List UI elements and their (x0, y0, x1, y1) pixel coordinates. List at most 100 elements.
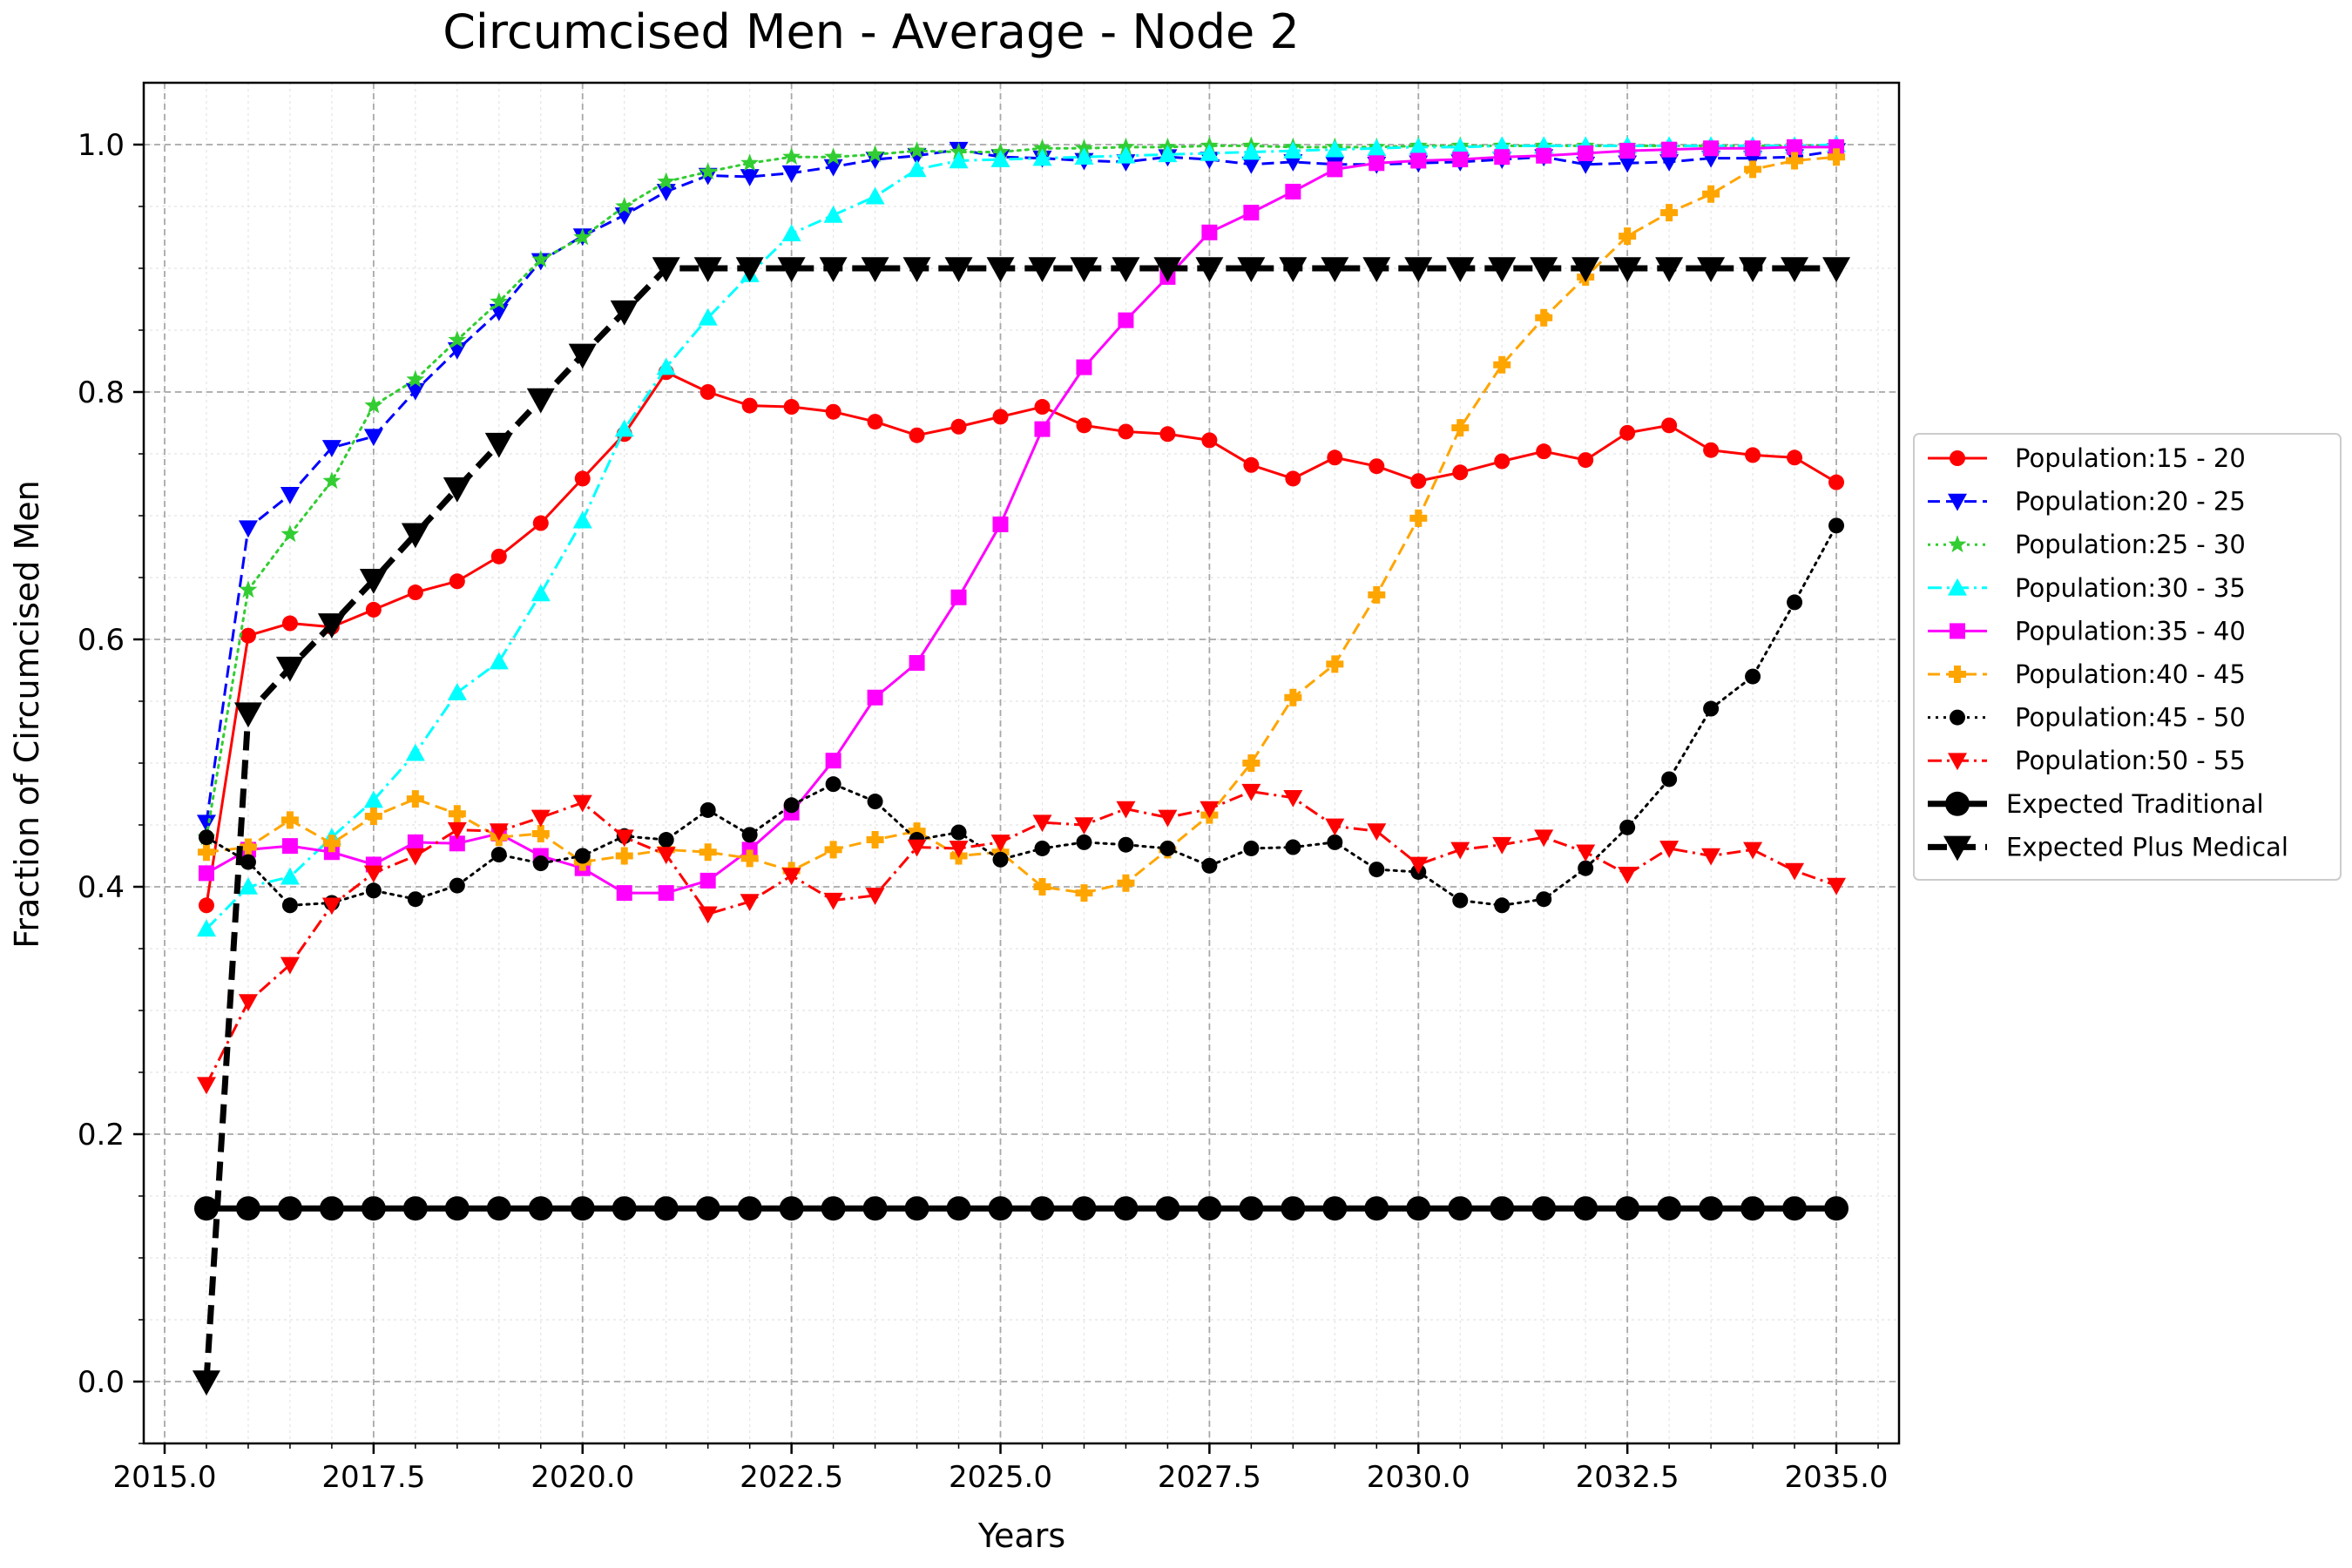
data-point (490, 847, 507, 863)
data-point (1448, 1196, 1473, 1221)
data-point (823, 892, 843, 910)
data-point (196, 919, 216, 937)
legend-marker (1945, 791, 1970, 816)
data-point (197, 843, 215, 862)
data-point (1070, 257, 1098, 282)
series-line (203, 265, 1837, 1382)
data-point (986, 257, 1015, 282)
data-point (1613, 257, 1642, 282)
data-point (1410, 152, 1427, 169)
legend-entry: Population:35 - 40 (1928, 616, 2246, 645)
data-point (615, 197, 634, 214)
data-point (949, 841, 969, 858)
data-point (698, 308, 718, 326)
data-point (1782, 1196, 1808, 1221)
data-point (992, 409, 1009, 425)
data-point (735, 257, 764, 282)
data-point (239, 580, 258, 598)
data-point (1452, 464, 1469, 481)
data-point (1281, 1196, 1306, 1221)
data-point (909, 427, 925, 443)
data-point (1701, 848, 1721, 866)
x-axis-label: Years (977, 1517, 1065, 1555)
data-point (363, 429, 383, 447)
data-point (235, 1196, 260, 1221)
data-point (1659, 154, 1680, 172)
data-point (361, 1196, 386, 1221)
x-tick-label: 2020.0 (531, 1460, 634, 1495)
legend-entry: Population:15 - 20 (1928, 443, 2246, 473)
data-point (1076, 417, 1092, 434)
data-point (616, 885, 632, 902)
data-point (233, 702, 262, 728)
data-point (1369, 862, 1385, 878)
data-point (825, 776, 841, 793)
data-point (280, 867, 300, 885)
data-point (781, 165, 801, 183)
data-point (783, 797, 800, 814)
data-point (443, 476, 471, 503)
data-point (405, 743, 425, 761)
data-point (1116, 801, 1136, 819)
data-point (196, 1077, 216, 1095)
data-point (1494, 149, 1511, 166)
data-point (1034, 399, 1051, 416)
data-point (1113, 1196, 1139, 1221)
legend-label: Population:15 - 20 (2015, 443, 2246, 473)
data-point (908, 822, 926, 841)
data-point (992, 851, 1009, 868)
data-point (531, 824, 550, 842)
legend-label: Population:35 - 40 (2015, 616, 2246, 645)
data-point (1740, 1196, 1766, 1221)
data-point (1075, 884, 1093, 902)
x-tick-label: 2015.0 (113, 1460, 217, 1495)
data-point (238, 877, 258, 895)
legend-label: Expected Traditional (2006, 789, 2264, 819)
x-tick-label: 2030.0 (1367, 1460, 1470, 1495)
x-tick-label: 2032.5 (1576, 1460, 1680, 1495)
data-point (1659, 841, 1680, 858)
data-point (949, 151, 969, 169)
x-tick-label: 2035.0 (1785, 1460, 1889, 1495)
data-point (1739, 257, 1767, 282)
legend-marker (1950, 709, 1965, 726)
data-point (988, 1196, 1013, 1221)
data-point (740, 169, 760, 186)
data-point (1655, 257, 1684, 282)
data-point (1243, 205, 1260, 221)
data-point (1118, 423, 1134, 440)
legend-marker (1948, 535, 1967, 553)
data-point (1362, 257, 1391, 282)
data-point (1828, 474, 1845, 490)
data-point (193, 1196, 219, 1221)
data-point (196, 814, 216, 833)
data-point (570, 1196, 595, 1221)
data-point (1492, 836, 1512, 855)
data-point (737, 1196, 762, 1221)
data-point (280, 487, 300, 504)
data-point (1828, 148, 1846, 166)
data-point (1117, 874, 1135, 892)
data-point (1118, 836, 1134, 853)
data-point (865, 888, 885, 905)
data-point (526, 388, 555, 414)
data-point (1158, 809, 1178, 828)
data-point (825, 753, 841, 769)
y-tick-label: 0.6 (78, 623, 125, 658)
data-point (741, 827, 758, 843)
data-point (444, 1196, 470, 1221)
series-5 (198, 139, 1845, 902)
data-point (1699, 1196, 1724, 1221)
data-point (281, 615, 298, 632)
data-point (1703, 140, 1720, 157)
data-point (1074, 147, 1094, 165)
data-point (1410, 473, 1427, 490)
data-point (1327, 834, 1343, 850)
data-point (1285, 839, 1301, 855)
data-point (700, 384, 716, 400)
data-point (907, 147, 927, 166)
data-point (402, 1196, 428, 1221)
data-point (1159, 426, 1176, 443)
data-point (490, 292, 509, 310)
legend-marker (1943, 835, 1971, 862)
